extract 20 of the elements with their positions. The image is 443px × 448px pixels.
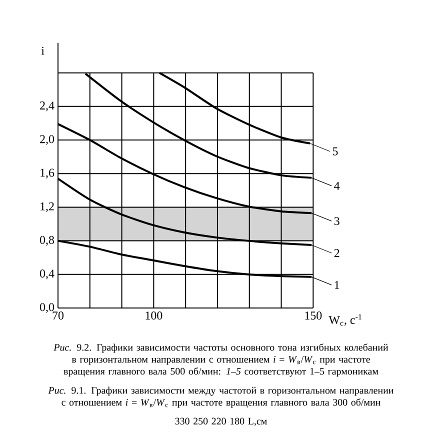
legend-label: 1 (334, 280, 340, 289)
text: 330 250 220 180 L,см (175, 418, 267, 426)
x-axis-title: W$_{с}$, с$^{-1}$ (328, 314, 362, 326)
y-tick-label: 0,8 (40, 236, 54, 246)
y-tick-label: 1,6 (40, 168, 54, 178)
y-tick-label: 1,2 (40, 202, 54, 212)
y-tick-label: 2,4 (40, 102, 54, 112)
x-tick-label: 100 (146, 312, 162, 320)
legend-label: 3 (334, 217, 340, 226)
y-axis-title: i (41, 46, 44, 55)
y-tick-label: 0,4 (40, 270, 54, 280)
x-tick-label: 70 (52, 312, 64, 320)
text: Рис. 9.2. Графики зависимости частоты основного тона изгибных колебаний в горизонтальном направлении с отношением i = W$_{в}$/W$_{с}$ при частоте вращения главного вала 500 об/мин: 1–5 соответствуют 1–5 гармоникам (54, 344, 388, 377)
text: Рис. 9.1. Графики зависимости между частотой в горизонтальном направлении с отношением i = W$_{в}$/W$_{с}$ при частоте вращения главного вала 300 об/мин (48, 386, 394, 408)
y-tick-label: 2,0 (40, 135, 54, 145)
legend-label: 5 (332, 147, 338, 156)
y-tick-label: 0,0 (40, 303, 54, 313)
x-tick-label: 150 (305, 312, 322, 320)
legend-label: 4 (334, 182, 340, 190)
legend-label: 2 (334, 249, 340, 257)
